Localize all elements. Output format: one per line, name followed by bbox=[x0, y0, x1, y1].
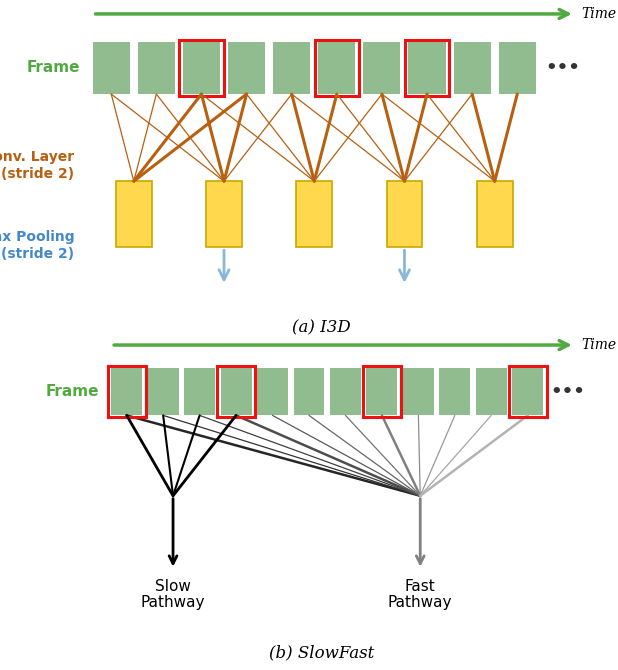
Bar bbox=[221, 369, 252, 415]
Text: Max Pooling: Max Pooling bbox=[0, 230, 74, 244]
Bar bbox=[228, 42, 265, 94]
Bar bbox=[184, 369, 215, 415]
Bar bbox=[454, 42, 491, 94]
Bar bbox=[138, 42, 175, 94]
Bar bbox=[363, 42, 400, 94]
Bar bbox=[206, 181, 242, 247]
Bar bbox=[509, 366, 547, 417]
Bar bbox=[217, 366, 255, 417]
Text: (b) SlowFast: (b) SlowFast bbox=[269, 645, 374, 662]
Bar bbox=[476, 369, 507, 415]
Bar bbox=[366, 369, 397, 415]
Text: Fast: Fast bbox=[405, 579, 436, 594]
Text: Pathway: Pathway bbox=[141, 596, 205, 610]
Text: Time: Time bbox=[581, 338, 616, 352]
Bar bbox=[512, 369, 543, 415]
Bar bbox=[179, 40, 224, 96]
Bar bbox=[297, 181, 332, 247]
Bar bbox=[108, 366, 146, 417]
Bar bbox=[439, 369, 470, 415]
Bar bbox=[405, 40, 449, 96]
Bar bbox=[148, 369, 179, 415]
Text: Pathway: Pathway bbox=[388, 596, 452, 610]
Bar bbox=[294, 369, 324, 415]
Bar bbox=[499, 42, 536, 94]
Bar bbox=[116, 181, 152, 247]
Bar bbox=[318, 42, 355, 94]
Bar bbox=[363, 366, 401, 417]
Bar bbox=[93, 42, 130, 94]
Bar bbox=[315, 40, 359, 96]
Bar bbox=[273, 42, 310, 94]
Bar bbox=[408, 42, 446, 94]
Text: Time: Time bbox=[581, 7, 616, 21]
Text: Conv. Layer: Conv. Layer bbox=[0, 150, 74, 163]
Text: (stride 2): (stride 2) bbox=[1, 247, 74, 261]
Bar bbox=[330, 369, 361, 415]
Bar bbox=[257, 369, 288, 415]
Text: •••: ••• bbox=[545, 59, 580, 77]
Bar bbox=[403, 369, 434, 415]
Text: (stride 2): (stride 2) bbox=[1, 168, 74, 181]
Text: Slow: Slow bbox=[155, 579, 191, 594]
Text: •••: ••• bbox=[551, 383, 585, 401]
Text: Frame: Frame bbox=[45, 385, 99, 399]
Text: (a) I3D: (a) I3D bbox=[292, 319, 351, 336]
Bar bbox=[183, 42, 220, 94]
Text: Frame: Frame bbox=[27, 60, 80, 76]
Bar bbox=[387, 181, 423, 247]
Bar bbox=[111, 369, 142, 415]
Bar bbox=[477, 181, 513, 247]
